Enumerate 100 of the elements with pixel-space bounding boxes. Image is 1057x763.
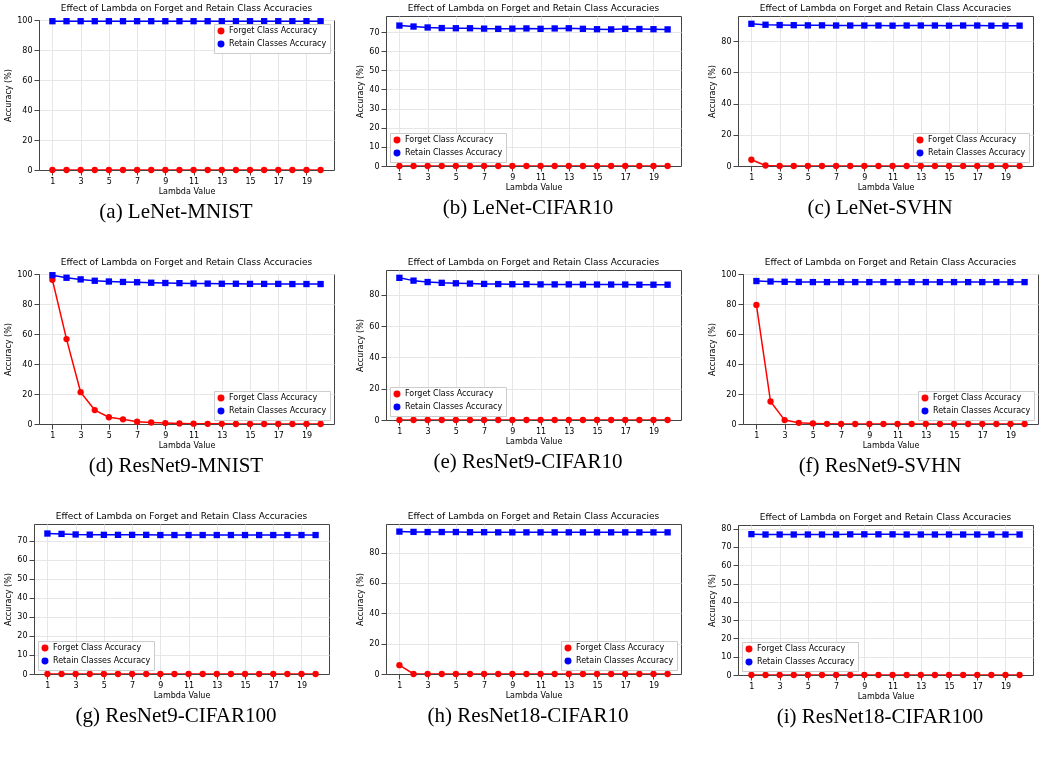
point	[959, 22, 967, 29]
point	[241, 670, 249, 678]
legend-label: Retain Classes Accuracy	[933, 406, 1031, 415]
x-tick-label: 19	[1000, 681, 1012, 691]
x-tick-label: 5	[101, 680, 107, 690]
text: (i) ResNet18-CIFAR100	[775, 704, 985, 729]
point	[114, 670, 122, 678]
point	[289, 420, 296, 428]
y-tick-label: 20	[726, 389, 737, 399]
point	[176, 420, 183, 427]
x-tick-label: 3	[425, 680, 431, 690]
y-tick-label: 60	[369, 321, 380, 331]
x-tick-label: 1	[45, 680, 51, 690]
x-tick-label: 11	[188, 176, 200, 186]
y-tick-label: 10	[721, 652, 732, 662]
x-tick-label: 19	[301, 176, 313, 186]
point	[466, 670, 474, 678]
x-tick-label: 17	[273, 176, 284, 186]
x-tick-label: 9	[867, 430, 873, 440]
legend-label: Retain Classes Accuracy	[53, 656, 151, 665]
point	[565, 25, 572, 32]
x-tick-label: 3	[425, 426, 431, 436]
point	[185, 531, 192, 539]
y-tick-label: 70	[721, 542, 732, 552]
point	[607, 416, 615, 424]
legend-label: Forget Class Accuracy	[405, 389, 494, 398]
point	[275, 420, 282, 428]
x-tick-label: 7	[482, 680, 488, 690]
x-tick-label: 17	[273, 430, 284, 440]
point	[148, 419, 155, 426]
text: (e) ResNet9-CIFAR10	[432, 449, 624, 474]
point	[537, 281, 544, 288]
x-tick-label: 19	[296, 680, 308, 690]
point	[72, 531, 79, 538]
point	[213, 531, 220, 539]
point	[964, 420, 972, 428]
point	[424, 162, 431, 170]
point	[936, 278, 944, 286]
x-tick-label: 1	[397, 426, 403, 436]
point	[847, 22, 854, 29]
point	[875, 22, 882, 29]
y-tick-label: 40	[726, 359, 737, 369]
point	[988, 531, 995, 538]
point	[232, 280, 240, 287]
point	[452, 416, 460, 424]
x-tick-label: 11	[535, 172, 547, 182]
y-tick-label: 60	[369, 578, 380, 588]
point	[579, 670, 587, 678]
x-tick-label: 9	[510, 426, 516, 436]
point	[880, 278, 887, 286]
point	[917, 671, 924, 679]
x-tick-label: 13	[564, 172, 575, 182]
point	[565, 670, 572, 678]
text: (c) LeNet-SVHN	[806, 195, 954, 220]
x-tick-label: 7	[839, 430, 845, 440]
point	[452, 528, 460, 536]
point	[77, 276, 84, 283]
y-tick-label: 80	[369, 548, 380, 558]
y-tick-label: 0	[726, 670, 732, 680]
point	[650, 281, 657, 288]
chart-title: Effect of Lambda on Forget and Retain Class Accuracies	[407, 257, 660, 267]
chart-title: Effect of Lambda on Forget and Retain Class Accuracies	[60, 3, 313, 13]
x-tick-label: 15	[592, 426, 603, 436]
point	[452, 280, 460, 287]
point	[579, 162, 587, 170]
point	[650, 670, 657, 678]
point	[931, 22, 939, 29]
point	[889, 162, 896, 170]
point	[260, 420, 268, 428]
point	[537, 529, 544, 536]
y-tick-label: 60	[22, 75, 33, 85]
point	[636, 529, 643, 536]
x-tick-label: 1	[749, 172, 755, 182]
point	[636, 281, 643, 288]
point	[396, 162, 403, 170]
point	[128, 531, 136, 539]
point	[480, 416, 488, 424]
point	[776, 531, 783, 538]
x-tick-label: 1	[397, 172, 403, 182]
point	[664, 26, 671, 33]
y-axis-title: Accuracy (%)	[356, 65, 366, 118]
point	[622, 162, 629, 170]
point	[171, 670, 178, 678]
point	[974, 162, 981, 170]
y-tick-label: 30	[721, 615, 732, 625]
x-tick-label: 5	[810, 430, 816, 440]
y-axis-title: Accuracy (%)	[4, 323, 14, 376]
x-tick-label: 7	[130, 680, 136, 690]
x-tick-label: 13	[916, 172, 927, 182]
point	[44, 530, 51, 537]
point	[866, 420, 873, 428]
point	[509, 670, 516, 678]
point	[143, 670, 150, 678]
y-tick-label: 40	[721, 597, 732, 607]
x-tick-label: 5	[805, 172, 811, 182]
point	[593, 670, 601, 678]
point	[410, 670, 417, 678]
point	[931, 531, 939, 538]
point	[622, 529, 629, 536]
point	[936, 420, 944, 428]
